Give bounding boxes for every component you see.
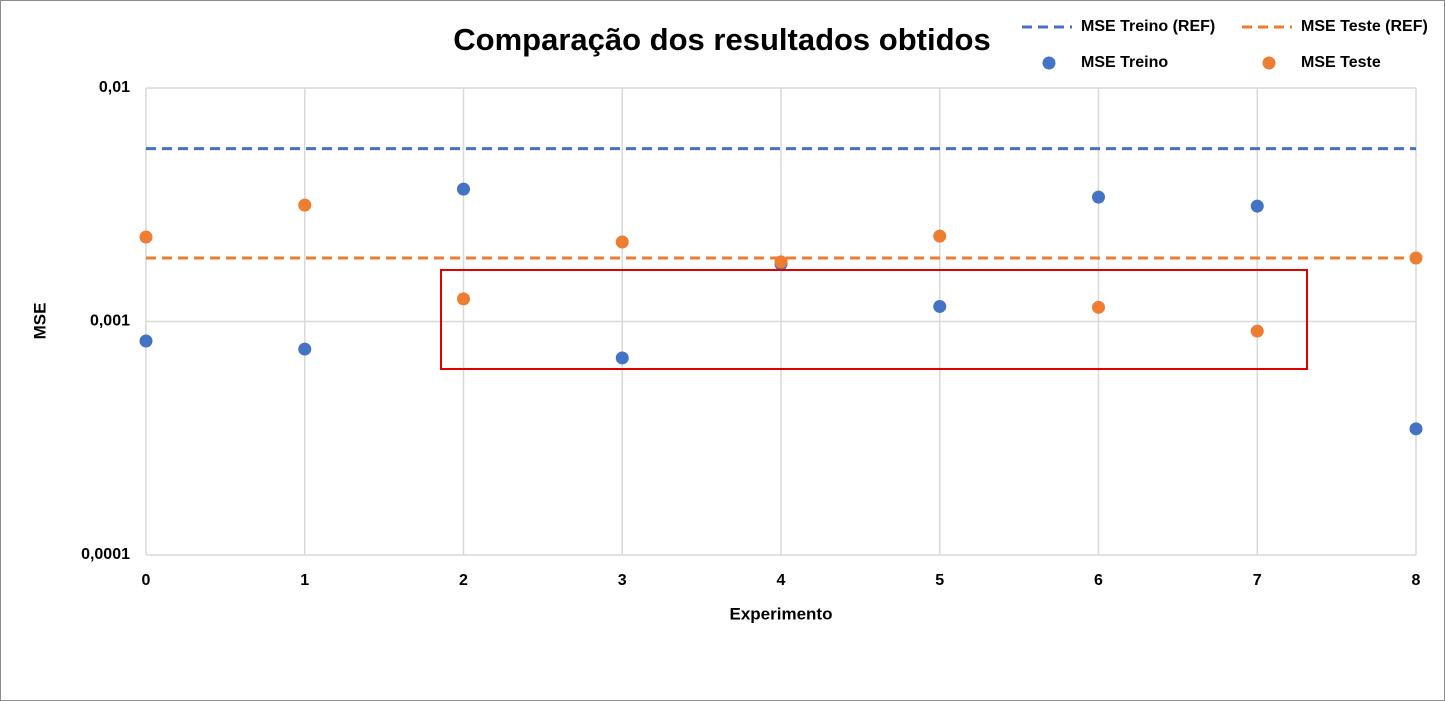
legend-label: MSE Treino [1081, 54, 1168, 71]
data-point [1409, 251, 1423, 265]
x-tick-label: 1 [300, 572, 309, 589]
legend-label: MSE Teste (REF) [1301, 18, 1428, 35]
data-point [139, 334, 153, 348]
data-point [933, 229, 947, 243]
legend-label: MSE Teste [1301, 54, 1381, 71]
data-point [457, 182, 470, 196]
x-tick-label: 4 [777, 572, 786, 589]
legend: MSE Treino (REF) MSE Teste (REF) MSE Trein… [1022, 18, 1428, 71]
grid: 0,0001 0,001 0,01 0 1 2 3 4 5 6 7 8 [81, 79, 1420, 589]
x-tick-label: 8 [1412, 572, 1421, 589]
legend-label: MSE Treino (REF) [1081, 18, 1215, 35]
marks [139, 147, 1423, 436]
y-tick-label: 0,001 [90, 313, 130, 330]
x-tick-label: 3 [618, 572, 627, 589]
x-tick-label: 0 [142, 572, 151, 589]
y-tick-label: 0,01 [99, 79, 130, 96]
chart-title: Comparação dos resultados obtidos [453, 22, 990, 57]
data-point [298, 342, 312, 356]
data-point [1409, 422, 1423, 436]
x-tick-label: 6 [1094, 572, 1103, 589]
y-axis-title: MSE [30, 303, 49, 340]
data-point [933, 299, 947, 313]
x-tick-label: 5 [935, 572, 944, 589]
legend-swatch [1042, 56, 1056, 70]
data-point [298, 198, 312, 212]
data-point [1092, 190, 1105, 204]
data-point [1250, 324, 1264, 338]
data-point [457, 292, 470, 306]
x-tick-label: 2 [459, 572, 468, 589]
data-point [139, 230, 153, 244]
legend-swatch [1262, 56, 1276, 70]
highlight-box [440, 269, 1308, 370]
data-point [1250, 199, 1264, 213]
data-point [774, 255, 788, 269]
data-point [615, 235, 629, 249]
data-point [615, 351, 629, 365]
data-point [1092, 300, 1105, 314]
x-axis-title: Experimento [730, 604, 833, 623]
y-tick-label: 0,0001 [81, 546, 130, 563]
x-tick-label: 7 [1253, 572, 1262, 589]
